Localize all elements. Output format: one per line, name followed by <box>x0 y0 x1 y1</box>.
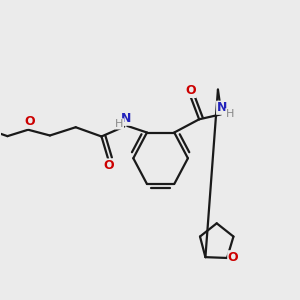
Text: O: O <box>228 251 238 264</box>
Text: N: N <box>217 101 227 114</box>
Text: H: H <box>115 119 124 129</box>
Text: O: O <box>103 159 114 172</box>
Text: O: O <box>24 115 34 128</box>
Text: O: O <box>185 84 196 98</box>
Text: H: H <box>226 109 234 119</box>
Text: N: N <box>121 112 131 125</box>
